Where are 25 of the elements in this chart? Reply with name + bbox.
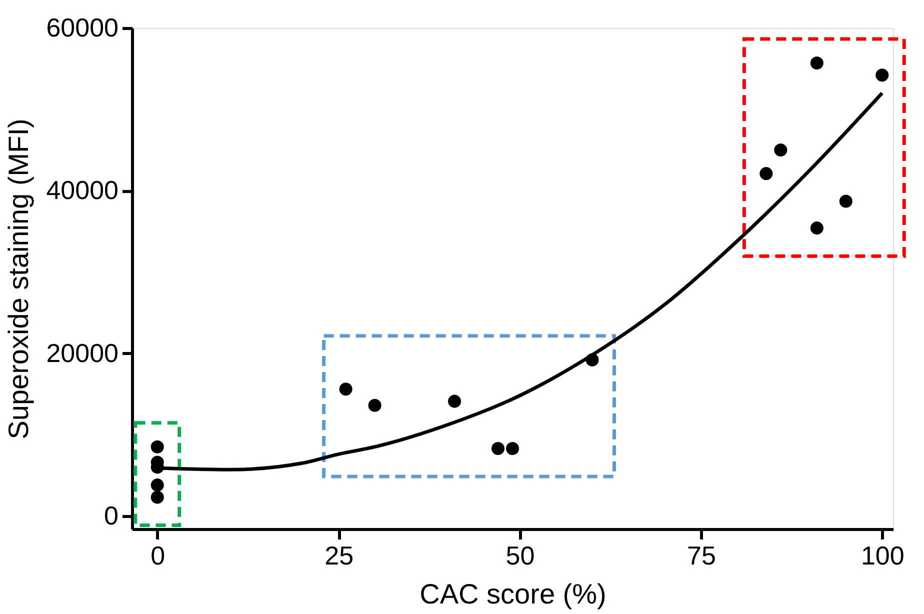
y-tick-label: 20000 — [46, 338, 118, 368]
point — [760, 167, 773, 180]
x-tick-label: 25 — [324, 540, 354, 570]
x-tick-label: 0 — [150, 540, 166, 570]
x-tick-label: 50 — [506, 540, 535, 570]
y-tick-label: 0 — [104, 500, 118, 530]
y-axis-title: Superoxide staining (MFI) — [3, 118, 34, 440]
point — [506, 442, 520, 455]
point — [774, 143, 788, 157]
point — [150, 440, 164, 454]
point — [810, 222, 824, 235]
point — [491, 442, 505, 455]
point — [150, 490, 164, 504]
x-tick-label: 100 — [860, 540, 904, 570]
point — [368, 398, 382, 412]
point — [839, 194, 852, 208]
point — [810, 56, 824, 70]
point — [339, 382, 352, 396]
y-tick-label: 40000 — [46, 175, 118, 206]
x-axis-title: CAC score (%) — [420, 578, 606, 610]
point — [448, 394, 462, 408]
point — [150, 478, 164, 492]
x-tick-label: 75 — [686, 540, 716, 570]
point — [876, 68, 889, 82]
y-tick-label: 60000 — [46, 12, 118, 42]
